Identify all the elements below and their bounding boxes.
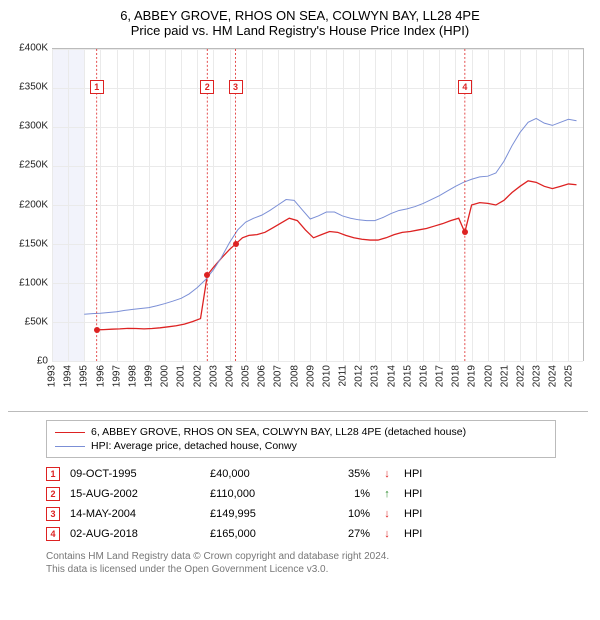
x-tick-label: 1993 — [47, 365, 58, 387]
x-tick-label: 2024 — [548, 365, 559, 387]
x-tick-label: 2013 — [370, 365, 381, 387]
sale-ref: HPI — [404, 508, 444, 520]
chart-title-block: 6, ABBEY GROVE, RHOS ON SEA, COLWYN BAY,… — [8, 8, 592, 38]
x-tick-label: 2002 — [192, 365, 203, 387]
sale-pct: 27% — [320, 528, 370, 540]
legend-text: HPI: Average price, detached house, Conw… — [91, 440, 297, 452]
sale-price: £40,000 — [210, 468, 310, 480]
x-tick-label: 2021 — [499, 365, 510, 387]
y-tick-label: £400K — [19, 43, 48, 54]
sale-point — [204, 272, 210, 278]
legend-row: HPI: Average price, detached house, Conw… — [55, 439, 547, 453]
x-tick-label: 2012 — [354, 365, 365, 387]
x-tick-label: 2010 — [321, 365, 332, 387]
legend-swatch — [55, 446, 85, 447]
x-tick-label: 2007 — [273, 365, 284, 387]
x-tick-label: 2022 — [515, 365, 526, 387]
x-tick-label: 2011 — [338, 365, 349, 387]
sale-date: 14-MAY-2004 — [70, 508, 200, 520]
sale-number-box: 2 — [46, 487, 60, 501]
sales-table: 1 09-OCT-1995 £40,000 35% ↓ HPI 2 15-AUG-2002 £1… — [46, 464, 556, 544]
x-tick-label: 2005 — [241, 365, 252, 387]
attribution-line2: This data is licensed under the Open Gov… — [46, 563, 592, 576]
y-tick-label: £300K — [19, 121, 48, 132]
x-tick-label: 2023 — [532, 365, 543, 387]
sale-date: 02-AUG-2018 — [70, 528, 200, 540]
sale-ref: HPI — [404, 468, 444, 480]
arrow-down-icon: ↓ — [380, 508, 394, 520]
x-tick-label: 2019 — [467, 365, 478, 387]
table-row: 3 14-MAY-2004 £149,995 10% ↓ HPI — [46, 504, 556, 524]
y-axis: £0£50K£100K£150K£200K£250K£300K£350K£400… — [8, 48, 52, 361]
x-tick-label: 2000 — [160, 365, 171, 387]
y-tick-label: £200K — [19, 199, 48, 210]
table-row: 2 15-AUG-2002 £110,000 1% ↑ HPI — [46, 484, 556, 504]
table-row: 4 02-AUG-2018 £165,000 27% ↓ HPI — [46, 524, 556, 544]
sale-number-box: 4 — [46, 527, 60, 541]
sale-ref: HPI — [404, 488, 444, 500]
sale-price: £165,000 — [210, 528, 310, 540]
x-tick-label: 2016 — [418, 365, 429, 387]
arrow-down-icon: ↓ — [380, 528, 394, 540]
legend-swatch — [55, 432, 85, 433]
sale-marker-label: 1 — [90, 80, 104, 94]
series-hpi — [84, 118, 576, 314]
sale-ref: HPI — [404, 528, 444, 540]
sale-marker-label: 3 — [229, 80, 243, 94]
y-tick-label: £150K — [19, 238, 48, 249]
sale-marker-label: 4 — [458, 80, 472, 94]
sale-pct: 35% — [320, 468, 370, 480]
x-tick-label: 2025 — [564, 365, 575, 387]
chart-title-main: 6, ABBEY GROVE, RHOS ON SEA, COLWYN BAY,… — [8, 8, 592, 23]
sale-price: £149,995 — [210, 508, 310, 520]
x-tick-label: 1998 — [127, 365, 138, 387]
series-price_paid — [97, 181, 577, 330]
sale-point — [233, 241, 239, 247]
table-row: 1 09-OCT-1995 £40,000 35% ↓ HPI — [46, 464, 556, 484]
x-tick-label: 2003 — [208, 365, 219, 387]
chart-container: £0£50K£100K£150K£200K£250K£300K£350K£400… — [8, 42, 588, 412]
legend-row: 6, ABBEY GROVE, RHOS ON SEA, COLWYN BAY,… — [55, 425, 547, 439]
x-axis: 1993199419951996199719981999200020012002… — [52, 361, 584, 411]
legend: 6, ABBEY GROVE, RHOS ON SEA, COLWYN BAY,… — [46, 420, 556, 458]
x-tick-label: 1996 — [95, 365, 106, 387]
y-tick-label: £250K — [19, 160, 48, 171]
plot-svg — [52, 49, 583, 361]
x-tick-label: 1994 — [63, 365, 74, 387]
sale-number-box: 1 — [46, 467, 60, 481]
sale-date: 15-AUG-2002 — [70, 488, 200, 500]
sale-point — [94, 327, 100, 333]
x-tick-label: 2015 — [402, 365, 413, 387]
arrow-down-icon: ↓ — [380, 468, 394, 480]
sale-number-box: 3 — [46, 507, 60, 521]
legend-text: 6, ABBEY GROVE, RHOS ON SEA, COLWYN BAY,… — [91, 426, 466, 438]
sale-price: £110,000 — [210, 488, 310, 500]
y-tick-label: £50K — [25, 316, 48, 327]
chart-title-sub: Price paid vs. HM Land Registry's House … — [8, 23, 592, 38]
x-tick-label: 2020 — [483, 365, 494, 387]
y-tick-label: £350K — [19, 82, 48, 93]
x-tick-label: 2001 — [176, 365, 187, 387]
arrow-up-icon: ↑ — [380, 488, 394, 500]
x-tick-label: 2004 — [224, 365, 235, 387]
sale-pct: 1% — [320, 488, 370, 500]
x-tick-label: 1997 — [111, 365, 122, 387]
sale-marker-label: 2 — [200, 80, 214, 94]
x-tick-label: 1995 — [79, 365, 90, 387]
sale-point — [462, 229, 468, 235]
attribution: Contains HM Land Registry data © Crown c… — [46, 550, 592, 576]
y-tick-label: £100K — [19, 277, 48, 288]
x-tick-label: 2008 — [289, 365, 300, 387]
attribution-line1: Contains HM Land Registry data © Crown c… — [46, 550, 592, 563]
x-tick-label: 2017 — [435, 365, 446, 387]
x-tick-label: 1999 — [144, 365, 155, 387]
x-tick-label: 2009 — [305, 365, 316, 387]
x-tick-label: 2006 — [257, 365, 268, 387]
plot-area: 1 2 3 4 — [52, 48, 584, 361]
sale-date: 09-OCT-1995 — [70, 468, 200, 480]
sale-pct: 10% — [320, 508, 370, 520]
x-tick-label: 2018 — [451, 365, 462, 387]
x-tick-label: 2014 — [386, 365, 397, 387]
